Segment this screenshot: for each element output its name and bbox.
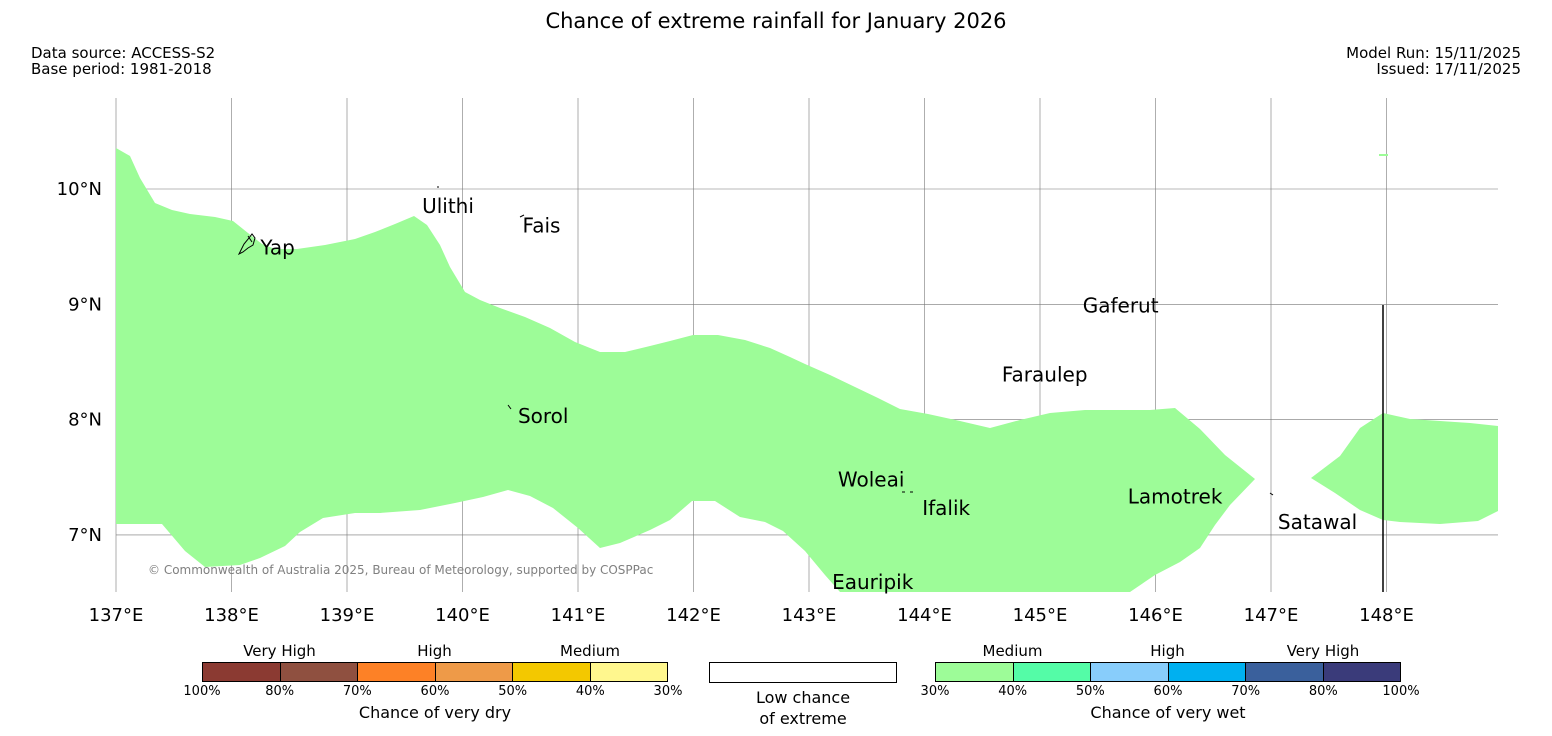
axis-ticks: 137°E 138°E 139°E 140°E 141°E 142°E 143°E 144°E… [57, 179, 1414, 626]
dry-label: Chance of very dry [358, 703, 512, 722]
wet-color-segment [1167, 663, 1245, 681]
dry-tick-label: 80% [265, 684, 295, 699]
lon-tick-label: 147°E [1244, 605, 1299, 626]
dry-color-segment [512, 663, 590, 681]
model-run: Model Run: 15/11/2025 [1346, 44, 1521, 62]
medium-wet-region [116, 148, 1255, 592]
wet-category-very-high: Very High [1286, 642, 1360, 660]
lat-tick-label: 10°N [57, 179, 102, 200]
island-label-eauripik[interactable]: Eauripik [832, 570, 914, 594]
lon-tick-label: 142°E [666, 605, 721, 626]
neutral-label-line1: Low chance [755, 688, 851, 707]
wet-color-segment [1090, 663, 1168, 681]
dry-category-medium: Medium [560, 642, 620, 660]
dry-tick-label: 70% [342, 684, 372, 699]
dry-color-segment [203, 663, 280, 681]
issued-date: Issued: 17/11/2025 [1376, 60, 1521, 78]
dry-tick-label: 40% [575, 684, 605, 699]
copyright-notice: © Commonwealth of Australia 2025, Bureau… [148, 563, 653, 577]
yap-coastline [237, 233, 256, 256]
lon-tick-label: 140°E [435, 605, 490, 626]
wet-color-segment [936, 663, 1013, 681]
wet-category-medium: Medium [982, 642, 1043, 660]
island-label-woleai[interactable]: Woleai [838, 467, 905, 491]
dry-color-segment [357, 663, 435, 681]
lon-tick-label: 145°E [1013, 605, 1068, 626]
wet-color-segment [1322, 663, 1400, 681]
wet-color-segment [1245, 663, 1323, 681]
wet-tick-label: 50% [1075, 684, 1105, 699]
island-label-satawal[interactable]: Satawal [1278, 510, 1357, 534]
island-mark [507, 404, 512, 410]
dry-category-high: High [417, 642, 452, 660]
base-period: Base period: 1981-2018 [31, 60, 212, 78]
lat-tick-label: 9°N [68, 294, 102, 315]
lat-tick-label: 7°N [68, 525, 102, 546]
island-mark [1269, 492, 1274, 496]
lon-tick-label: 139°E [320, 605, 375, 626]
island-labels: Yap Ulithi Fais Gaferut Faraulep Sorol Woleai I… [259, 186, 1357, 594]
lon-tick-label: 138°E [204, 605, 259, 626]
island-label-sorol[interactable]: Sorol [518, 404, 569, 428]
dry-tick-label: 30% [653, 684, 683, 699]
dry-color-segment [589, 663, 667, 681]
data-source: Data source: ACCESS-S2 [31, 44, 216, 62]
lat-tick-label: 8°N [68, 410, 102, 431]
wet-tick-label: 100% [1382, 684, 1420, 699]
neutral-colorbox [709, 662, 897, 683]
map-panel[interactable]: Yap Ulithi Fais Gaferut Faraulep Sorol Woleai I… [0, 0, 1552, 640]
island-label-ulithi[interactable]: Ulithi [422, 194, 474, 218]
neutral-label-line2: of extreme [759, 709, 847, 728]
wet-tick-label: 60% [1153, 684, 1183, 699]
legend: Very High High Medium 100% 80% 70% 60% 50% 40… [0, 640, 1552, 736]
island-label-fais[interactable]: Fais [523, 214, 561, 238]
wet-tick-label: 30% [920, 684, 950, 699]
dry-color-segment [434, 663, 512, 681]
lon-tick-label: 146°E [1128, 605, 1183, 626]
dry-ticks: 100% 80% 70% 60% 50% 40% 30% [183, 684, 682, 702]
wet-color-segment [1012, 663, 1090, 681]
wet-tick-label: 80% [1308, 684, 1338, 699]
data-info: Data source: ACCESS-S2 Base period: 1981… [31, 45, 215, 77]
dry-category-very-high: Very High [243, 642, 316, 660]
run-info: Model Run: 15/11/2025 Issued: 17/11/2025 [1346, 45, 1521, 77]
lon-tick-label: 141°E [551, 605, 606, 626]
wet-colorbar [935, 662, 1401, 682]
wet-tick-label: 40% [998, 684, 1028, 699]
wet-label: Chance of very wet [1090, 703, 1246, 722]
island-mark [519, 214, 525, 218]
island-label-gaferut[interactable]: Gaferut [1083, 293, 1159, 317]
dry-tick-label: 60% [420, 684, 450, 699]
map-title: Chance of extreme rainfall for January 2… [545, 9, 1007, 33]
dry-colorbar [202, 662, 668, 682]
wet-category-high: High [1150, 642, 1185, 660]
lon-tick-label: 143°E [782, 605, 837, 626]
island-label-ifalik[interactable]: Ifalik [922, 496, 970, 520]
wet-tick-label: 70% [1231, 684, 1261, 699]
wet-ticks: 30% 40% 50% 60% 70% 80% 100% [921, 684, 1420, 702]
island-label-lamotrek[interactable]: Lamotrek [1128, 485, 1223, 509]
island-label-yap[interactable]: Yap [259, 236, 294, 260]
lon-tick-label: 137°E [89, 605, 144, 626]
island-label-faraulep[interactable]: Faraulep [1002, 362, 1088, 386]
dry-color-segment [279, 663, 357, 681]
lon-tick-label: 144°E [897, 605, 952, 626]
medium-wet-region-east [1311, 413, 1498, 524]
dry-tick-label: 50% [498, 684, 528, 699]
lon-tick-label: 148°E [1359, 605, 1414, 626]
dry-tick-label: 100% [183, 684, 221, 699]
